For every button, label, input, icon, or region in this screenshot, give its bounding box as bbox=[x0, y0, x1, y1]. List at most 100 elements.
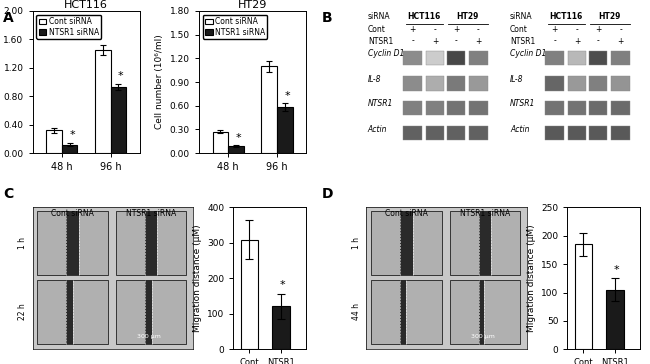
Bar bbox=[589, 76, 607, 91]
Bar bbox=[404, 76, 422, 91]
Text: D: D bbox=[322, 187, 333, 201]
Bar bbox=[447, 126, 465, 141]
Bar bbox=[545, 126, 564, 141]
Text: IL-8: IL-8 bbox=[368, 75, 382, 84]
Y-axis label: Cell number (10⁶/ml): Cell number (10⁶/ml) bbox=[155, 35, 164, 130]
Bar bbox=[426, 51, 444, 65]
Text: *: * bbox=[614, 265, 619, 276]
Bar bbox=[568, 51, 586, 65]
Bar bbox=[545, 126, 564, 141]
Y-axis label: Migration distance (μM): Migration distance (μM) bbox=[526, 225, 536, 332]
Bar bbox=[568, 51, 586, 65]
Text: +: + bbox=[595, 25, 601, 34]
Text: 1 h: 1 h bbox=[18, 237, 27, 249]
Text: NTSR1: NTSR1 bbox=[510, 99, 536, 108]
Text: *: * bbox=[235, 133, 241, 143]
Bar bbox=[545, 51, 564, 65]
Text: -: - bbox=[597, 36, 599, 46]
Bar bbox=[469, 76, 488, 91]
Text: +: + bbox=[618, 36, 624, 46]
Text: +: + bbox=[574, 36, 580, 46]
Text: *: * bbox=[118, 71, 124, 81]
Text: NTSR1 siRNA: NTSR1 siRNA bbox=[126, 209, 176, 218]
Text: -: - bbox=[454, 36, 458, 46]
Bar bbox=[426, 76, 444, 91]
Text: NTSR1 siRNA: NTSR1 siRNA bbox=[460, 209, 510, 218]
Bar bbox=[589, 100, 607, 115]
Bar bbox=[277, 107, 292, 153]
Bar bbox=[568, 126, 586, 141]
Text: Cyclin D1: Cyclin D1 bbox=[368, 50, 404, 58]
Bar bbox=[589, 51, 607, 65]
Text: Cont: Cont bbox=[368, 25, 385, 34]
Text: -: - bbox=[411, 36, 414, 46]
Bar bbox=[611, 126, 630, 141]
Bar bbox=[272, 306, 290, 349]
Bar bbox=[611, 100, 630, 115]
Text: -: - bbox=[477, 25, 480, 34]
Bar bbox=[46, 130, 62, 153]
Text: -: - bbox=[576, 25, 578, 34]
Text: NTSR1: NTSR1 bbox=[368, 36, 393, 46]
Bar bbox=[611, 76, 630, 91]
Bar bbox=[568, 100, 586, 115]
Bar bbox=[404, 100, 422, 115]
Bar bbox=[606, 290, 623, 349]
Bar bbox=[589, 126, 607, 141]
Legend: Cont siRNA, NTSR1 siRNA: Cont siRNA, NTSR1 siRNA bbox=[203, 15, 268, 39]
Title: HCT116: HCT116 bbox=[64, 0, 108, 10]
Bar bbox=[568, 100, 586, 115]
Bar bbox=[611, 126, 630, 141]
Text: *: * bbox=[280, 280, 285, 290]
Bar bbox=[404, 126, 422, 141]
Bar bbox=[469, 126, 488, 141]
Text: HT29: HT29 bbox=[456, 12, 478, 21]
Bar bbox=[66, 280, 73, 344]
Text: *: * bbox=[69, 130, 75, 141]
Bar bbox=[589, 76, 607, 91]
Text: -: - bbox=[553, 36, 556, 46]
Bar bbox=[568, 76, 586, 91]
Text: +: + bbox=[432, 36, 438, 46]
Bar bbox=[404, 100, 422, 115]
Text: B: B bbox=[322, 11, 332, 25]
Bar bbox=[469, 51, 488, 65]
Bar bbox=[478, 280, 484, 344]
Bar bbox=[447, 126, 465, 141]
Bar bbox=[545, 51, 564, 65]
Bar bbox=[145, 280, 151, 344]
Text: HCT116: HCT116 bbox=[549, 12, 582, 21]
Bar bbox=[469, 126, 488, 141]
Bar bbox=[469, 100, 488, 115]
Text: *: * bbox=[285, 91, 290, 101]
Text: siRNA: siRNA bbox=[510, 12, 532, 21]
Bar bbox=[404, 76, 422, 91]
Bar bbox=[145, 211, 157, 276]
Bar bbox=[447, 76, 465, 91]
Bar bbox=[568, 76, 586, 91]
Text: C: C bbox=[3, 187, 14, 201]
Bar bbox=[426, 126, 444, 141]
Bar bbox=[611, 76, 630, 91]
Bar bbox=[589, 51, 607, 65]
Text: +: + bbox=[453, 25, 459, 34]
Bar bbox=[66, 211, 79, 276]
Text: NTSR1: NTSR1 bbox=[510, 36, 535, 46]
Bar bbox=[545, 100, 564, 115]
Bar bbox=[589, 100, 607, 115]
Text: 300 μm: 300 μm bbox=[138, 335, 161, 340]
Text: HCT116: HCT116 bbox=[407, 12, 440, 21]
Bar bbox=[240, 240, 258, 349]
Bar bbox=[426, 76, 444, 91]
Bar bbox=[447, 51, 465, 65]
Bar bbox=[228, 146, 244, 153]
Bar bbox=[545, 76, 564, 91]
Text: +: + bbox=[475, 36, 482, 46]
Text: Cyclin D1: Cyclin D1 bbox=[510, 50, 547, 58]
Text: Cont siRNA: Cont siRNA bbox=[51, 209, 94, 218]
Text: +: + bbox=[551, 25, 558, 34]
Bar bbox=[545, 76, 564, 91]
Text: siRNA: siRNA bbox=[368, 12, 391, 21]
Y-axis label: Migration distance (μM): Migration distance (μM) bbox=[192, 225, 202, 332]
Bar bbox=[611, 51, 630, 65]
